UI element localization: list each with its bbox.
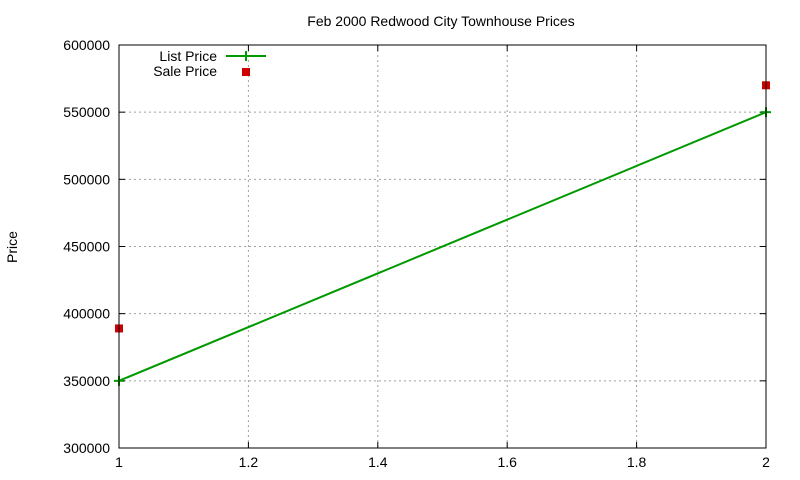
y-tick-label: 450000 (63, 239, 110, 255)
x-tick-label: 1.4 (368, 454, 388, 470)
y-tick-label: 500000 (63, 171, 110, 187)
x-axis-ticks: 1 1.2 1.4 1.6 1.8 2 (115, 45, 770, 470)
data-series (114, 81, 771, 386)
y-tick-label: 350000 (63, 373, 110, 389)
y-axis-label: Price (4, 231, 20, 263)
y-tick-label: 300000 (63, 440, 110, 456)
y-tick-label: 400000 (63, 306, 110, 322)
legend-label-sale-price: Sale Price (153, 63, 217, 79)
legend: List Price Sale Price (153, 48, 266, 79)
x-tick-label: 1 (115, 454, 123, 470)
legend-marker-sale-price (242, 68, 250, 76)
grid (119, 45, 766, 448)
x-tick-label: 2 (762, 454, 770, 470)
y-tick-label: 550000 (63, 104, 110, 120)
x-tick-label: 1.8 (627, 454, 647, 470)
x-tick-label: 1.2 (239, 454, 259, 470)
chart-title: Feb 2000 Redwood City Townhouse Prices (307, 13, 574, 29)
plot-border (118, 44, 767, 449)
y-tick-label: 600000 (63, 37, 110, 53)
list-price-line (118, 111, 767, 382)
x-tick-label: 1.6 (497, 454, 517, 470)
legend-label-list-price: List Price (159, 48, 217, 64)
